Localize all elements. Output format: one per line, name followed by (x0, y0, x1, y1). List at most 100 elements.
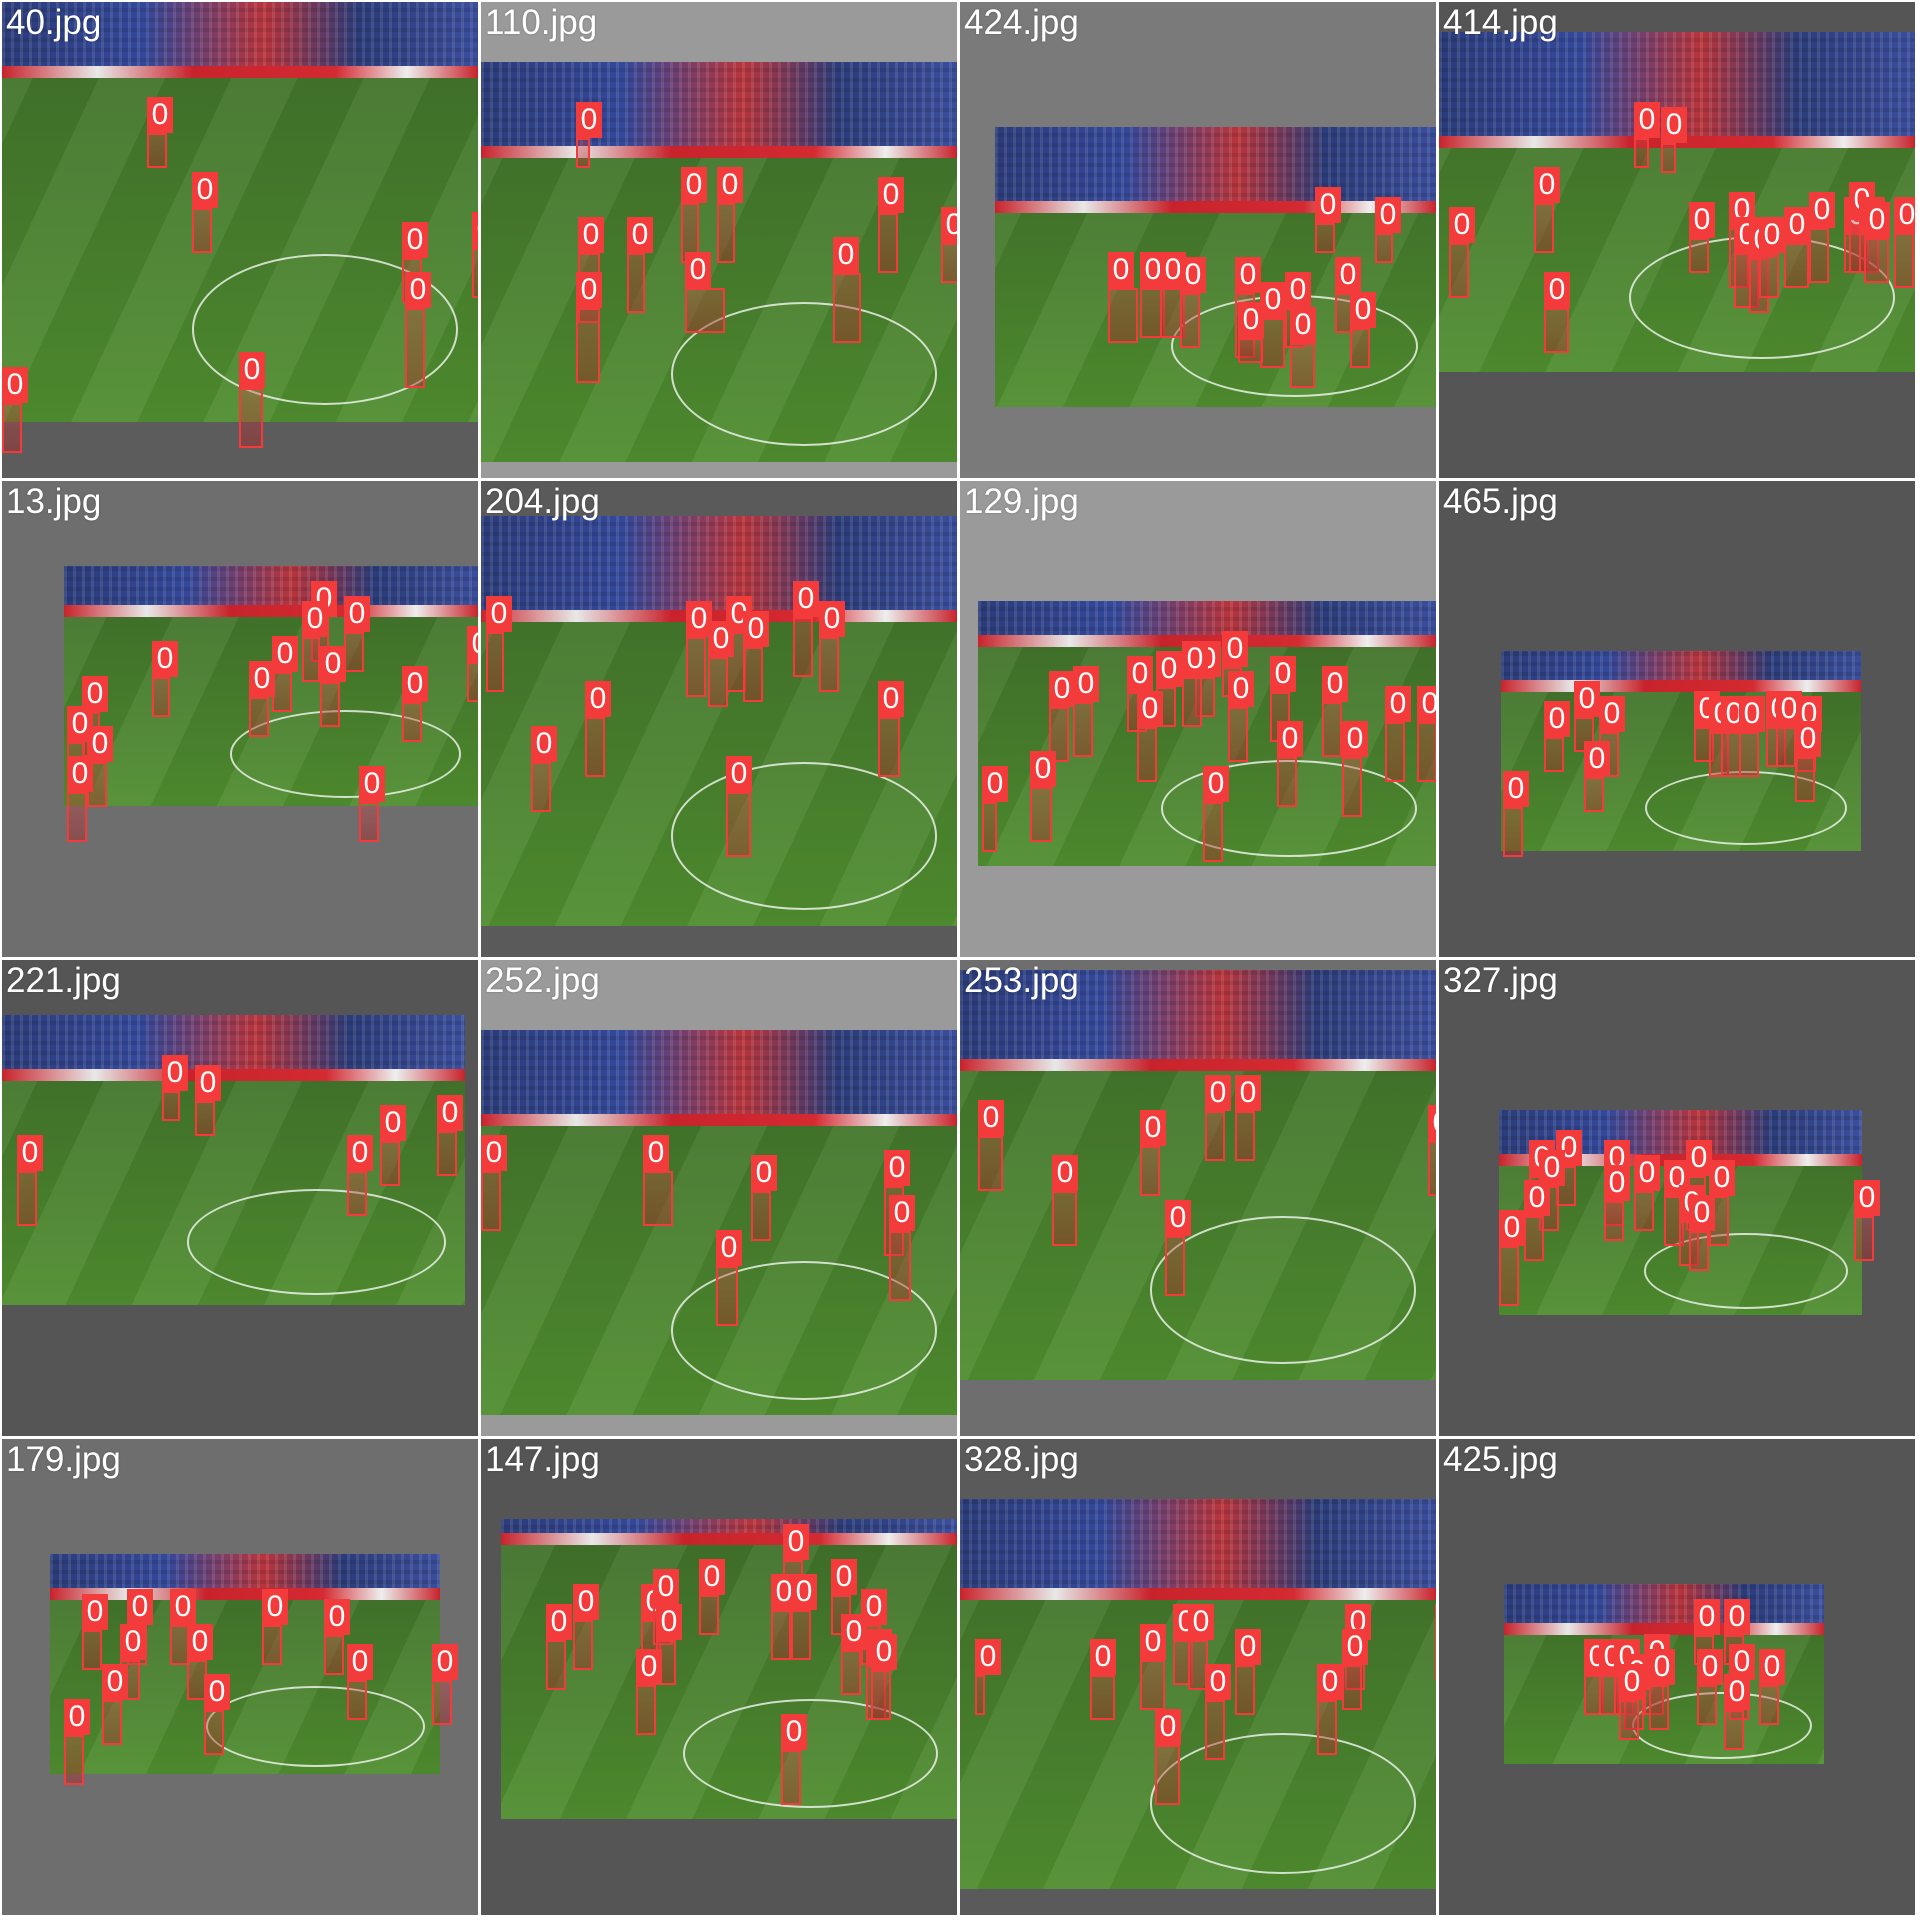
stadium-stand (2, 1015, 465, 1075)
class-label-tag: 0 (1137, 691, 1163, 727)
class-label-tag: 0 (2, 367, 28, 403)
detection-box: 0 (1499, 1210, 1525, 1306)
class-label-tag: 0 (1108, 252, 1134, 288)
detection-box: 0 (467, 626, 478, 702)
class-label-tag: 0 (1235, 257, 1261, 293)
detection-box: 0 (1277, 721, 1303, 807)
filename-label: 328.jpg (964, 1440, 1079, 1479)
class-label-tag: 0 (1894, 197, 1915, 233)
detection-box: 0 (573, 1584, 599, 1670)
detection-box: 0 (878, 681, 904, 777)
class-label-tag: 0 (878, 177, 904, 213)
class-label-tag: 0 (791, 1574, 817, 1610)
detection-box: 0 (1776, 691, 1802, 767)
detection-box: 0 (1689, 1195, 1715, 1271)
image-tile: 0 0 0 0 0 0 0 0 0 0 0 0 0 424.jpg (960, 2, 1436, 478)
detection-box: 0 (1385, 686, 1411, 782)
class-label-tag: 0 (1140, 1110, 1166, 1146)
class-label-tag: 0 (978, 1100, 1004, 1136)
stadium-stand (2, 2, 478, 72)
advertising-board (481, 146, 957, 158)
filename-label: 40.jpg (6, 3, 102, 42)
detection-box: 0 (239, 352, 265, 448)
class-label-tag: 0 (627, 217, 653, 253)
detection-box: 0 (1140, 1624, 1166, 1710)
class-label-tag: 0 (941, 207, 957, 243)
class-label-tag: 0 (1574, 681, 1600, 717)
filename-label: 204.jpg (485, 482, 600, 521)
detection-box: 0 (699, 1559, 725, 1635)
class-label-tag: 0 (405, 272, 431, 308)
center-circle-line (1644, 1233, 1848, 1309)
detection-box: 0 (1205, 1664, 1231, 1760)
class-label-tag: 0 (67, 756, 93, 792)
class-label-tag: 0 (467, 626, 478, 662)
filename-label: 110.jpg (485, 3, 598, 42)
advertising-board (1501, 680, 1861, 692)
class-label-tag: 0 (344, 596, 370, 632)
class-label-tag: 0 (1203, 766, 1229, 802)
detection-box: 0 (1140, 1110, 1166, 1196)
detection-box: 0 (636, 1649, 662, 1735)
image-tile: 0000000000000013.jpg (2, 481, 478, 957)
detection-box: 0 (975, 1639, 1001, 1715)
detection-box: 0 (1604, 1165, 1630, 1241)
class-label-tag: 0 (1342, 1629, 1368, 1665)
detection-box: 0 (347, 1644, 373, 1720)
class-label-tag: 0 (1649, 1649, 1675, 1685)
class-label-tag: 0 (1260, 282, 1286, 318)
center-circle-line (1632, 1692, 1812, 1759)
class-label-tag: 0 (1290, 307, 1316, 343)
detection-box: 0 (1155, 1709, 1181, 1805)
detection-box: 0 (771, 1574, 797, 1660)
class-label-tag: 0 (1155, 1709, 1181, 1745)
center-circle-line (671, 302, 938, 446)
class-label-tag: 0 (1689, 1195, 1715, 1231)
detection-box: 0 (1090, 1639, 1116, 1720)
class-label-tag: 0 (546, 1604, 572, 1640)
detection-box: 0 (546, 1604, 572, 1690)
detection-box: 0 (781, 1714, 807, 1805)
detection-box: 0 (324, 1599, 350, 1675)
detection-box: 0 (347, 1135, 373, 1216)
class-label-tag: 0 (708, 621, 734, 657)
advertising-board (995, 201, 1436, 213)
class-label-tag: 0 (402, 222, 428, 258)
detection-box: 0 (717, 167, 743, 263)
class-label-tag: 0 (1322, 666, 1348, 702)
class-label-tag: 0 (324, 1599, 350, 1635)
detection-box: 0 (1182, 641, 1208, 727)
detection-box: 0 (1335, 257, 1361, 333)
class-label-tag: 0 (573, 1584, 599, 1620)
class-label-tag: 0 (889, 1195, 915, 1231)
detection-box: 0 (302, 601, 328, 682)
detection-box: 0 (1721, 696, 1747, 777)
class-label-tag: 0 (1228, 671, 1254, 707)
class-label-tag: 0 (878, 681, 904, 717)
filename-label: 147.jpg (485, 1440, 600, 1479)
detection-box: 0 (982, 766, 1008, 852)
class-label-tag: 0 (239, 352, 265, 388)
detection-box: 0 (1524, 1180, 1550, 1261)
class-label-tag: 0 (1428, 1105, 1436, 1141)
detection-box: 0 (1739, 696, 1765, 777)
center-circle-line (683, 1699, 939, 1808)
detection-box: 0 (272, 636, 298, 712)
filename-label: 221.jpg (6, 961, 121, 1000)
class-label-tag: 0 (347, 1644, 373, 1680)
class-label-tag: 0 (402, 666, 428, 702)
image-tile: 000000000000328.jpg (960, 1439, 1436, 1915)
class-label-tag: 0 (1375, 197, 1401, 233)
class-label-tag: 0 (249, 661, 275, 697)
class-label-tag: 0 (1277, 721, 1303, 757)
advertising-board (960, 1059, 1436, 1071)
class-label-tag: 0 (1709, 1160, 1735, 1196)
class-label-tag: 0 (1165, 1200, 1191, 1236)
detection-box: 0 (841, 1614, 867, 1695)
detection-box: 0 (1342, 721, 1368, 817)
detection-box: 0 (402, 666, 428, 742)
stadium-photo (2, 1015, 465, 1305)
class-label-tag: 0 (380, 1105, 406, 1141)
class-label-tag: 0 (1724, 1599, 1750, 1635)
class-label-tag: 0 (1188, 1604, 1214, 1640)
